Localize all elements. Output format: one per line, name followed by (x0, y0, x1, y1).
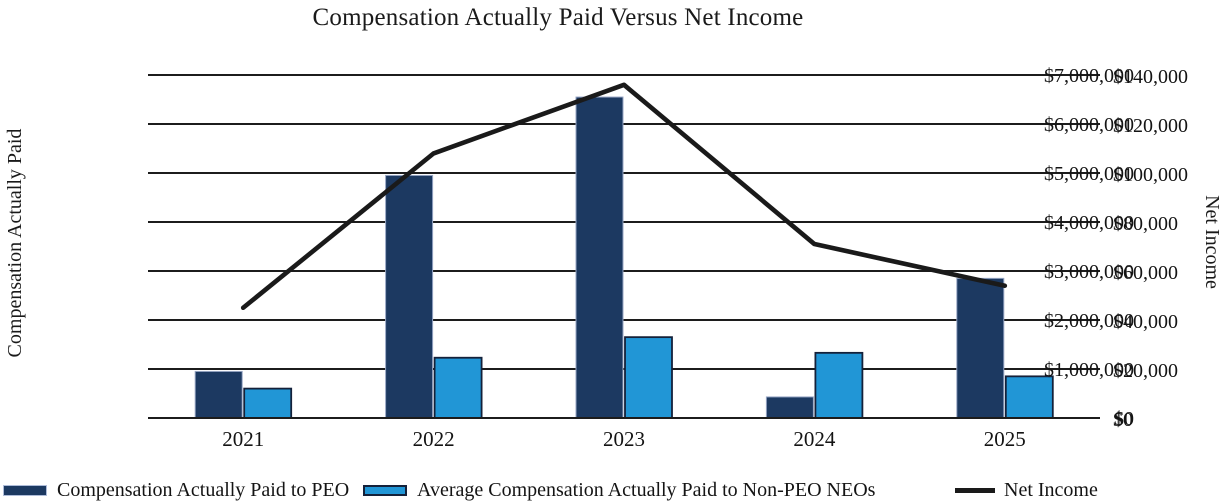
right-axis-tick-label: $80,000 (1113, 213, 1178, 235)
legend: Compensation Actually Paid to PEO Averag… (0, 477, 1228, 503)
bar-nonpeo-2023 (624, 336, 673, 419)
x-axis-label-2022: 2022 (412, 427, 455, 451)
net-income-line-swatch-icon (955, 487, 995, 493)
chart-title: Compensation Actually Paid Versus Net In… (312, 4, 804, 31)
bar-peo-2024 (765, 396, 814, 419)
right-axis-tick-label: $60,000 (1113, 262, 1178, 284)
bar-peo-2025 (956, 277, 1005, 419)
x-axis-label-2023: 2023 (603, 427, 645, 451)
legend-item-net-income: Net Income (955, 477, 1098, 503)
legend-label-peo: Compensation Actually Paid to PEO (57, 478, 350, 501)
nonpeo-bar-swatch-icon (363, 484, 407, 496)
left-axis-tick-label: $6,000,000 (1044, 114, 1134, 136)
right-axis-tick-label: $20,000 (1113, 360, 1178, 382)
bar-peo-2021 (194, 370, 243, 419)
bar-nonpeo-2024 (814, 351, 864, 419)
net-income-line (240, 82, 1008, 311)
legend-item-peo: Compensation Actually Paid to PEO (3, 477, 349, 503)
left-axis-tick-label: $7,000,000 (1044, 65, 1134, 87)
bar-nonpeo-2025 (1004, 375, 1054, 419)
bar-peo-2022 (385, 174, 434, 419)
left-axis-tick-label: $1,000,000 (1044, 359, 1134, 381)
right-axis-tick-label: $140,000 (1113, 66, 1188, 88)
right-axis-tick-label: $0 (1113, 409, 1133, 431)
legend-label-net-income: Net Income (1004, 478, 1098, 501)
bar-nonpeo-2022 (433, 356, 483, 419)
bar-peo-2023 (575, 96, 624, 419)
x-axis-label-2024: 2024 (793, 427, 836, 451)
bar-nonpeo-2021 (243, 387, 293, 419)
peo-bar-swatch-icon (3, 484, 47, 496)
legend-label-nonpeo: Average Compensation Actually Paid to No… (417, 478, 876, 501)
right-axis-tick-label: $100,000 (1113, 164, 1188, 186)
left-axis-tick-label: $0 (1114, 408, 1134, 430)
left-axis-tick-label: $5,000,000 (1044, 163, 1134, 185)
x-axis-label-2021: 2021 (222, 427, 265, 451)
right-axis-tick-label: $40,000 (1113, 311, 1178, 333)
left-axis-tick-label: $2,000,000 (1044, 310, 1134, 332)
left-axis-tick-label: $4,000,000 (1044, 212, 1134, 234)
legend-item-nonpeo: Average Compensation Actually Paid to No… (363, 477, 875, 503)
x-axis-label-2025: 2025 (983, 427, 1026, 451)
right-axis-tick-label: $120,000 (1113, 115, 1188, 137)
left-axis-tick-label: $3,000,000 (1044, 261, 1134, 283)
